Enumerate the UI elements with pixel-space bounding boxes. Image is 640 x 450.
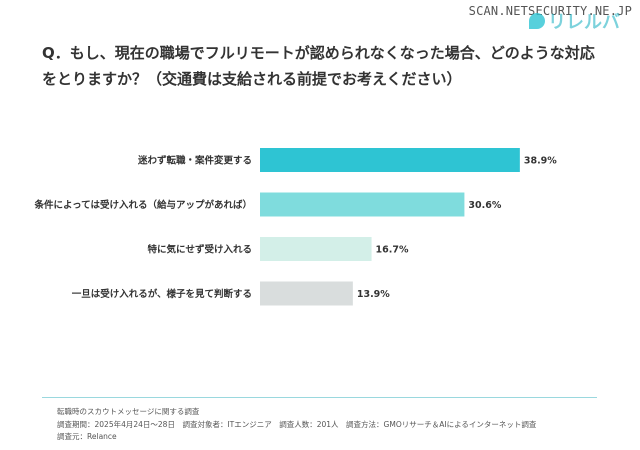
- question-title: Q．もし、現在の職場でフルリモートが認められなくなった場合、どのような対応をとり…: [42, 44, 595, 88]
- brand-logo: リレルバ: [529, 8, 620, 34]
- bar-value-label: 13.9%: [357, 289, 390, 300]
- bar: [260, 237, 372, 261]
- bar-chart: 迷わず転職・案件変更する 38.9% 条件によっては受け入れる（給与アップがあれば）…: [33, 148, 557, 306]
- bar-value-label: 38.9%: [524, 156, 557, 167]
- footer-divider: [42, 397, 597, 398]
- logo-mark-icon: [529, 13, 545, 29]
- survey-title: 転職時のスカウトメッセージに関する調査: [57, 407, 200, 416]
- bar-value-label: 16.7%: [376, 245, 409, 256]
- bar: [260, 192, 465, 217]
- category-label: 一旦は受け入れるが、様子を見て判断する: [72, 288, 252, 300]
- survey-details: 調査期間：2025年4月24日～28日 調査対象者：ITエンジニア 調査人数：2…: [57, 419, 537, 429]
- site-watermark: SCAN.NETSECURITY.NE.JP: [468, 4, 632, 18]
- survey-footer: 転職時のスカウトメッセージに関する調査 調査期間：2025年4月24日～28日 …: [57, 406, 536, 444]
- category-label: 条件によっては受け入れる（給与アップがあれば）: [33, 199, 252, 211]
- bar: [260, 148, 520, 172]
- survey-source: 調査元：Relance: [57, 432, 117, 441]
- bar: [260, 281, 353, 306]
- bar-value-label: 30.6%: [468, 200, 501, 211]
- category-label: 特に気にせず受け入れる: [147, 244, 252, 256]
- logo-text: リレルバ: [548, 12, 620, 33]
- category-label: 迷わず転職・案件変更する: [137, 155, 252, 167]
